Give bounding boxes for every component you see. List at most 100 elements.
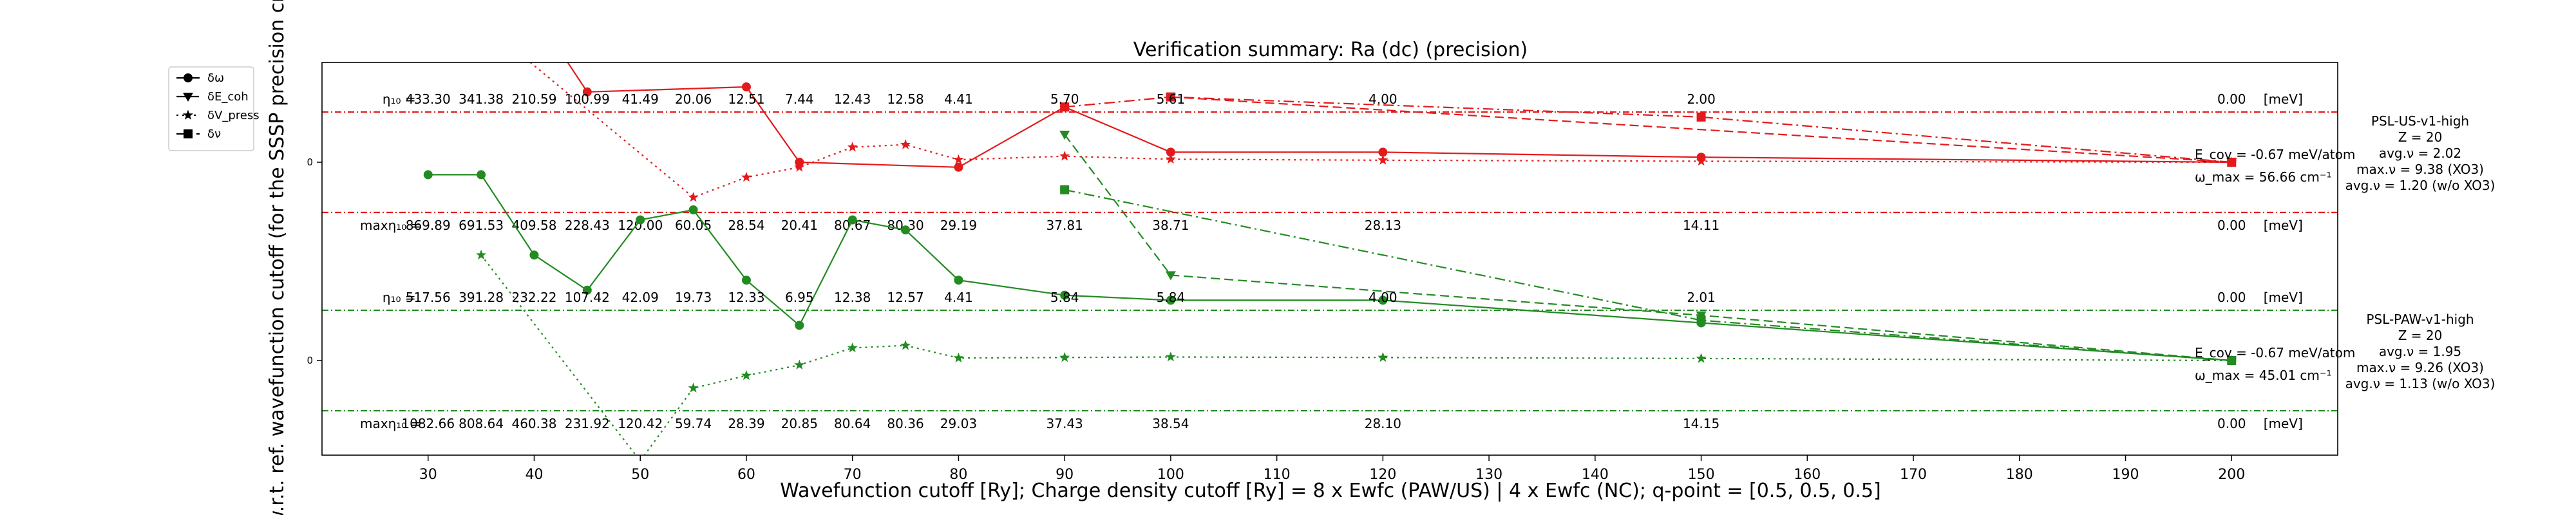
eta10-value: 2.00 bbox=[1687, 91, 1716, 107]
x-tick-label: 50 bbox=[631, 467, 649, 483]
max-eta-unit: [meV] bbox=[2264, 416, 2303, 431]
legend-label: δν bbox=[207, 127, 221, 141]
eta10-value: 5.61 bbox=[1157, 91, 1186, 107]
max-eta-unit: [meV] bbox=[2264, 218, 2303, 233]
max-eta10-value: 28.54 bbox=[728, 218, 764, 233]
series-omega-point bbox=[1166, 147, 1175, 157]
legend-marker bbox=[182, 109, 194, 120]
max-eta10-value: 28.13 bbox=[1365, 218, 1401, 233]
y-tick-label: 0 bbox=[307, 355, 313, 366]
legend-marker bbox=[184, 73, 193, 82]
x-tick-label: 90 bbox=[1056, 467, 1074, 483]
series-omega-point bbox=[1060, 290, 1070, 300]
max-eta10-value: 0.00 bbox=[2217, 218, 2246, 233]
max-eta10-value: 0.00 bbox=[2217, 416, 2246, 431]
ecov-annotation: E_cov = -0.67 meV/atom bbox=[2195, 147, 2355, 162]
group-info-line: PSL-US-v1-high bbox=[2371, 113, 2469, 129]
eta10-value: 0.00 bbox=[2217, 91, 2246, 107]
eta10-value: 232.22 bbox=[511, 290, 556, 305]
group-0: 0 η₁₀ = maxη₁₀ = 433.30 341.38 210.59 100.99 41… bbox=[307, 62, 2496, 233]
x-axis-label: Wavefunction cutoff [Ry]; Charge density… bbox=[780, 480, 1881, 502]
series-press-point bbox=[688, 192, 699, 202]
x-tick-label: 200 bbox=[2218, 467, 2245, 483]
eta10-value: 391.28 bbox=[459, 290, 504, 305]
chart-title: Verification summary: Ra (dc) (precision… bbox=[1133, 39, 1528, 61]
series-press-point bbox=[953, 154, 964, 164]
x-tick-label: 120 bbox=[1369, 467, 1396, 483]
eta10-value: 12.33 bbox=[728, 290, 764, 305]
series-press-point bbox=[741, 370, 752, 380]
legend-marker bbox=[183, 93, 193, 102]
max-eta10-value: 38.54 bbox=[1152, 416, 1189, 431]
group-info-line: max.ν = 9.38 (XO3) bbox=[2356, 162, 2484, 177]
series-omega-line bbox=[567, 62, 2232, 168]
y-tick-label: 0 bbox=[307, 156, 313, 168]
group-info-line: Z = 20 bbox=[2398, 328, 2443, 343]
max-eta10-value: 14.15 bbox=[1683, 416, 1719, 431]
series-omega-point bbox=[1166, 295, 1175, 305]
max-eta10-value: 37.81 bbox=[1046, 218, 1083, 233]
max-eta10-value: 1082.66 bbox=[401, 416, 455, 431]
series-ecoh-line bbox=[1064, 134, 2232, 362]
max-eta10-value: 231.92 bbox=[565, 416, 610, 431]
max-eta10-value: 29.19 bbox=[940, 218, 977, 233]
omega-max-annotation: ω_max = 45.01 cm⁻¹ bbox=[2195, 368, 2331, 383]
series-press-point bbox=[900, 340, 911, 350]
series-nu-line bbox=[1065, 96, 2232, 164]
series-nu-point bbox=[2227, 158, 2237, 167]
x-tick-label: 40 bbox=[525, 467, 543, 483]
eta10-value: 341.38 bbox=[459, 91, 504, 107]
eta10-value: 433.30 bbox=[406, 91, 451, 107]
y-axis-label: w.r.t. ref. wavefunction cutoff (for the… bbox=[266, 0, 289, 515]
legend-label: δω bbox=[207, 71, 224, 85]
eta10-value: 4.41 bbox=[944, 91, 973, 107]
eta10-value: 5.84 bbox=[1050, 290, 1079, 305]
series-omega-point bbox=[1378, 295, 1388, 305]
series-omega-point bbox=[954, 162, 963, 172]
max-eta10-value: 59.74 bbox=[675, 416, 712, 431]
group-info-line: avg.ν = 1.13 (w/o XO3) bbox=[2345, 376, 2496, 391]
series-press-point bbox=[1165, 153, 1176, 164]
x-tick-label: 140 bbox=[1582, 467, 1609, 483]
eta10-value: 12.57 bbox=[887, 290, 923, 305]
series-press-point bbox=[1378, 351, 1388, 362]
eta10-value: 7.44 bbox=[785, 91, 814, 107]
max-eta10-value: 14.11 bbox=[1683, 218, 1719, 233]
eta10-value: 5.84 bbox=[1157, 290, 1186, 305]
max-eta10-value: 808.64 bbox=[459, 416, 504, 431]
max-eta-row-label: maxη₁₀ = bbox=[360, 218, 421, 233]
group-1: 0 η₁₀ = maxη₁₀ = 517.56 391.28 232.22 107.42 42… bbox=[307, 131, 2496, 455]
series-omega-point bbox=[529, 250, 539, 260]
legend-marker bbox=[184, 129, 193, 138]
legend: δω δE_coh δV_press δν bbox=[168, 66, 260, 151]
eta-unit: [meV] bbox=[2264, 91, 2303, 107]
series-press-point bbox=[1696, 353, 1707, 363]
x-ticks: 30 40 50 60 70 80 90 100 110 120 130 140 150 160 170 18… bbox=[419, 455, 2245, 483]
series-press-point bbox=[1378, 154, 1388, 165]
eta-row-label: η₁₀ = bbox=[383, 91, 416, 107]
omega-max-annotation: ω_max = 56.66 cm⁻¹ bbox=[2195, 169, 2331, 185]
series-nu-line bbox=[1064, 189, 2232, 362]
eta10-value: 2.01 bbox=[1687, 290, 1716, 305]
eta10-value: 210.59 bbox=[511, 91, 556, 107]
series-omega-point bbox=[741, 82, 751, 91]
max-eta10-value: 20.41 bbox=[781, 218, 818, 233]
eta10-value: 517.56 bbox=[406, 290, 451, 305]
group-info-line: avg.ν = 2.02 bbox=[2379, 145, 2461, 161]
series-press-point bbox=[1059, 151, 1070, 161]
max-eta10-value: 120.42 bbox=[618, 416, 663, 431]
series-ecoh-point bbox=[1059, 131, 1070, 140]
eta10-value: 4.00 bbox=[1368, 290, 1397, 305]
series-omega-point bbox=[582, 285, 592, 295]
series-nu-point bbox=[1696, 112, 1706, 122]
x-tick-label: 150 bbox=[1688, 467, 1715, 483]
eta10-value: 41.49 bbox=[622, 91, 659, 107]
series-press-point bbox=[1165, 351, 1176, 362]
series-nu-point bbox=[2227, 356, 2237, 365]
group-info-line: avg.ν = 1.20 (w/o XO3) bbox=[2345, 178, 2496, 193]
max-eta10-value: 80.36 bbox=[887, 416, 923, 431]
max-eta10-value: 409.58 bbox=[511, 218, 556, 233]
max-eta10-value: 869.89 bbox=[406, 218, 451, 233]
eta10-value: 100.99 bbox=[565, 91, 610, 107]
